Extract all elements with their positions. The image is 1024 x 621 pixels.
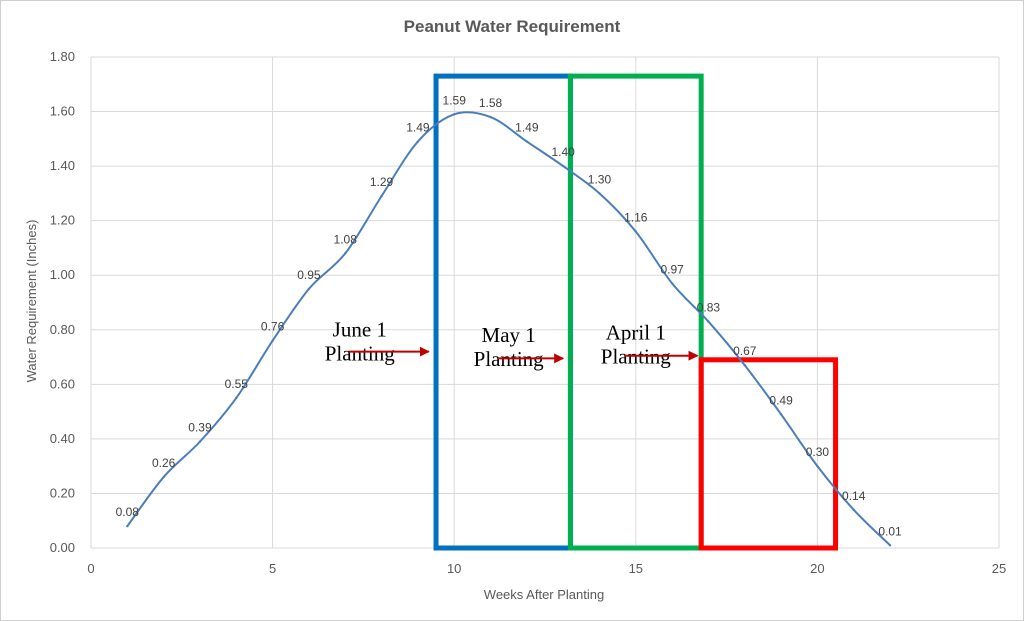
planting-box-0 bbox=[433, 73, 573, 551]
data-point-20 bbox=[852, 508, 855, 512]
x-tick-label-0: 0 bbox=[87, 561, 94, 576]
x-axis-title: Weeks After Planting bbox=[484, 587, 604, 602]
x-axis-ticks: 0 5 10 15 20 25 bbox=[87, 561, 1006, 576]
x-tick-label-3: 15 bbox=[629, 561, 643, 576]
series-line-0 bbox=[126, 111, 891, 546]
data-point-13 bbox=[598, 192, 601, 195]
data-label-16: 0.83 bbox=[697, 301, 721, 315]
data-point-16 bbox=[707, 320, 710, 323]
y-tick-label-9: 1.80 bbox=[50, 49, 75, 64]
data-label-14: 1.16 bbox=[624, 211, 648, 225]
planting-box-1 bbox=[567, 73, 704, 551]
data-point-12 bbox=[561, 164, 565, 168]
annotation-0-line-0: June 1 bbox=[333, 318, 387, 342]
data-label-17: 0.67 bbox=[733, 344, 757, 358]
annotation-1-line-0: May 1 bbox=[482, 323, 536, 347]
data-label-12: 1.40 bbox=[551, 145, 575, 159]
y-tick-label-1: 0.20 bbox=[50, 485, 75, 500]
y-tick-label-6: 1.20 bbox=[50, 213, 75, 228]
y-tick-label-2: 0.40 bbox=[50, 431, 75, 446]
data-label-10: 1.58 bbox=[479, 96, 503, 110]
data-point-15 bbox=[670, 282, 674, 285]
data-label-2: 0.39 bbox=[188, 421, 212, 435]
data-point-2 bbox=[198, 440, 202, 443]
data-point-18 bbox=[779, 413, 783, 416]
data-point-3 bbox=[235, 396, 238, 400]
x-tick-label-4: 20 bbox=[810, 561, 824, 576]
data-label-1: 0.26 bbox=[152, 456, 176, 470]
y-axis-title: Water Requirement (Inches) bbox=[24, 220, 39, 383]
x-tick-label-1: 5 bbox=[269, 561, 276, 576]
data-point-17 bbox=[743, 364, 746, 367]
y-tick-label-7: 1.40 bbox=[50, 158, 75, 173]
data-point-21 bbox=[888, 544, 892, 547]
data-label-0: 0.08 bbox=[116, 505, 140, 519]
data-point-9 bbox=[453, 113, 456, 116]
planting-boxes bbox=[433, 73, 839, 551]
data-point-11 bbox=[525, 140, 529, 143]
data-label-13: 1.30 bbox=[588, 172, 612, 186]
data-point-10 bbox=[489, 115, 492, 119]
data-point-19 bbox=[816, 464, 819, 468]
data-point-0 bbox=[126, 524, 129, 528]
data-label-18: 0.49 bbox=[769, 393, 793, 407]
data-point-14 bbox=[634, 230, 637, 233]
data-label-19: 0.30 bbox=[806, 445, 830, 459]
data-label-20: 0.14 bbox=[842, 489, 866, 503]
annotation-0-line-1: Planting bbox=[325, 342, 396, 366]
data-label-4: 0.76 bbox=[261, 320, 285, 334]
y-tick-label-5: 1.00 bbox=[50, 267, 75, 282]
chart-title: Peanut Water Requirement bbox=[404, 17, 621, 36]
data-labels: 0.08 0.26 0.39 0.55 0.76 0.95 1.08 1.29 1.49 1.59… bbox=[116, 93, 902, 538]
y-tick-label-3: 0.60 bbox=[50, 376, 75, 391]
data-point-7 bbox=[380, 194, 383, 198]
data-point-5 bbox=[307, 287, 311, 291]
data-label-7: 1.29 bbox=[370, 175, 394, 189]
annotation-2-line-0: April 1 bbox=[606, 320, 666, 344]
data-label-8: 1.49 bbox=[406, 121, 430, 135]
y-tick-label-8: 1.60 bbox=[50, 104, 75, 119]
y-axis-ticks: 0.00 0.20 0.40 0.60 0.80 1.00 1.20 1.40 1.60 1.80 bbox=[50, 49, 75, 555]
y-tick-label-0: 0.00 bbox=[50, 540, 75, 555]
x-tick-label-2: 10 bbox=[447, 561, 461, 576]
planting-box-2 bbox=[698, 357, 839, 551]
x-tick-label-5: 25 bbox=[992, 561, 1006, 576]
data-label-9: 1.59 bbox=[443, 93, 467, 107]
data-point-8 bbox=[416, 140, 420, 143]
data-label-3: 0.55 bbox=[225, 377, 249, 391]
data-point-6 bbox=[344, 252, 347, 255]
data-label-11: 1.49 bbox=[515, 121, 539, 135]
data-point-1 bbox=[162, 475, 165, 479]
data-label-6: 1.08 bbox=[334, 232, 358, 246]
series-layer bbox=[126, 111, 892, 547]
data-label-21: 0.01 bbox=[878, 524, 902, 538]
data-label-15: 0.97 bbox=[660, 262, 684, 276]
data-label-5: 0.95 bbox=[297, 268, 321, 282]
gridlines bbox=[90, 56, 1000, 549]
data-point-4 bbox=[271, 339, 274, 342]
y-tick-label-4: 0.80 bbox=[50, 322, 75, 337]
